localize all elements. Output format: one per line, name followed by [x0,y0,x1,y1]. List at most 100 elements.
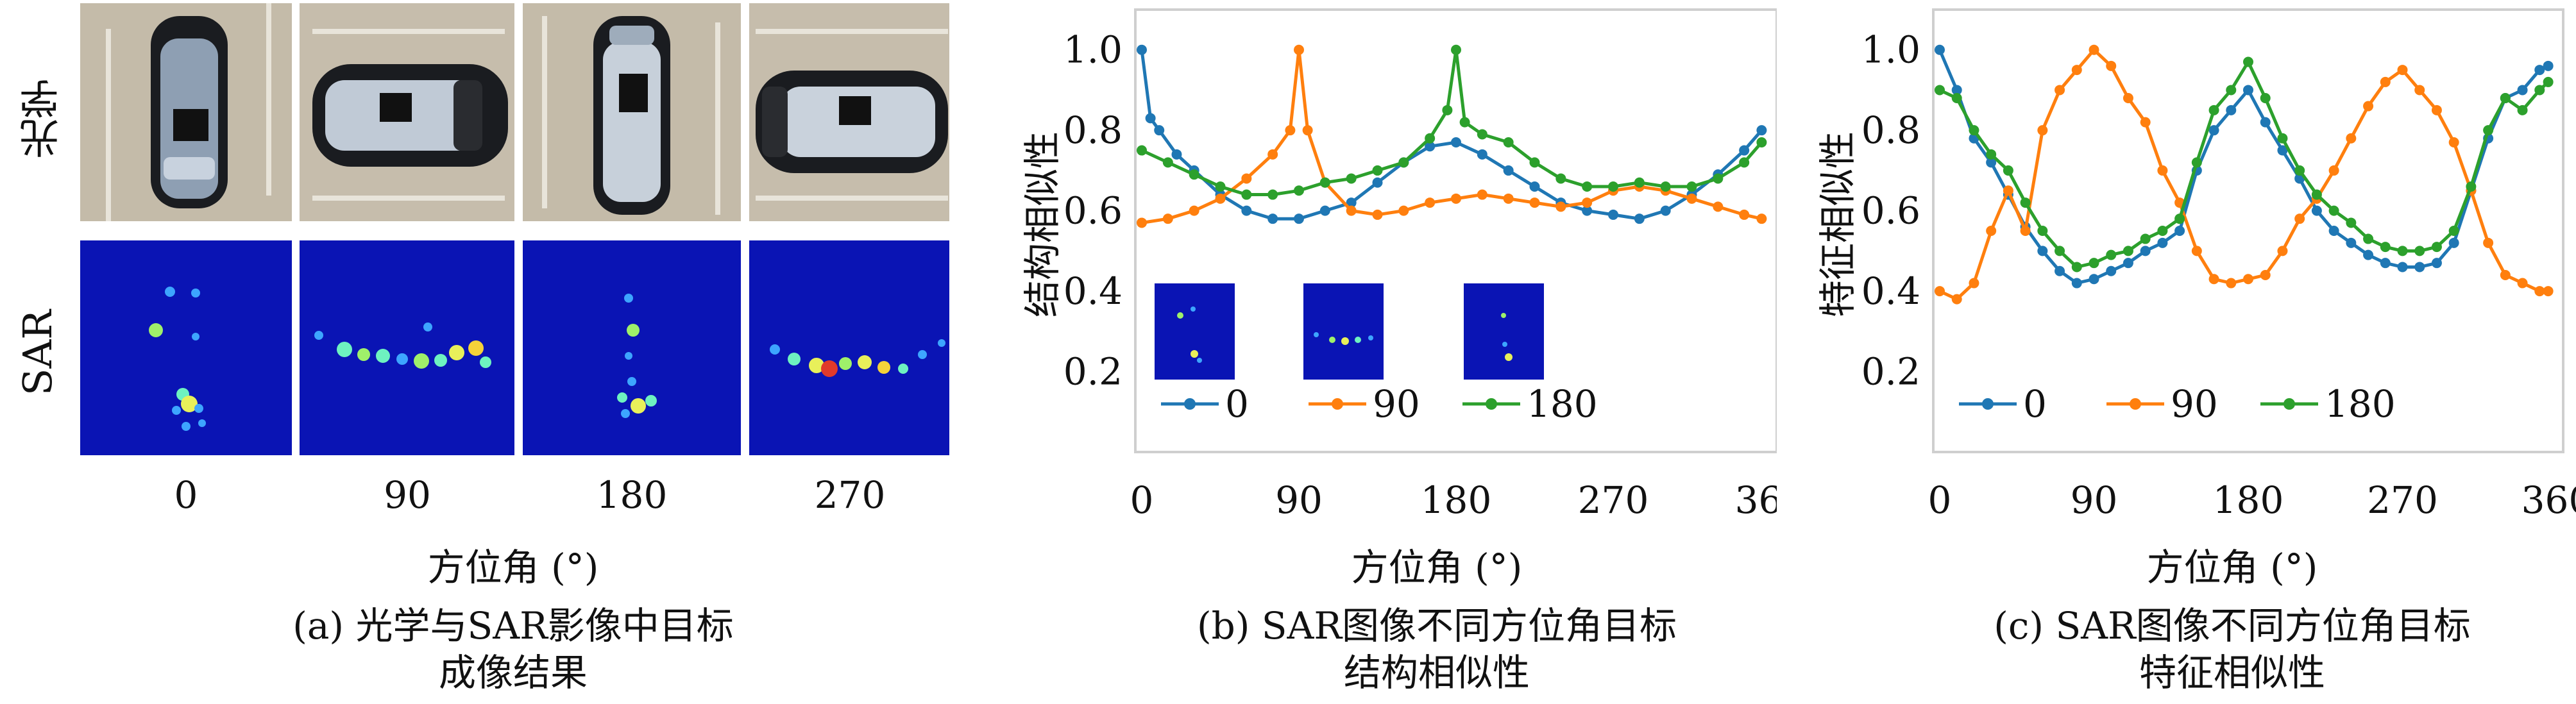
data-point-90 [2106,60,2117,71]
data-point-180 [1713,173,1724,184]
data-point-180 [1686,181,1697,192]
y-tick-label: 1.0 [1063,28,1123,72]
data-point-180 [2328,205,2339,216]
data-point-180 [2414,246,2425,256]
data-point-90 [2483,237,2494,248]
data-point-90 [2089,44,2099,55]
y-tick-label: 0.6 [1861,189,1920,233]
data-point-90 [2431,105,2442,115]
data-point-0 [1451,137,1461,147]
data-point-90 [2346,133,2357,144]
data-point-90 [2260,270,2271,280]
data-point-90 [1425,197,1436,208]
panel-c-xlabel: 方位角 (°) [2146,546,2318,589]
data-point-0 [2174,226,2185,236]
data-point-90 [2517,278,2528,289]
inset-sar-thumbnail [1303,283,1384,380]
data-point-90 [1529,197,1540,208]
data-point-180 [2260,93,2271,103]
inset-scatter-dot [1314,332,1319,337]
data-point-90 [1935,286,1945,297]
sar-image-90 [300,240,514,455]
optical-car-0-graphic [80,3,292,221]
data-point-90 [1969,278,1979,289]
data-point-90 [1294,44,1304,55]
series-0 [1935,44,2554,289]
inset-scatter-dot [1355,337,1361,343]
data-point-180 [1969,125,1979,136]
legend-marker [1332,398,1343,410]
data-point-180 [2517,105,2528,115]
plot-frame [1134,8,1777,453]
data-point-90 [2191,246,2202,256]
panel-b-caption: (b) SAR图像不同方位角目标 结构相似性 [1155,603,1719,696]
inset-scatter-dot [1197,358,1202,363]
optical-car-270-graphic [749,3,949,221]
series-line-0 [1938,49,2549,285]
panel-c-caption: (c) SAR图像不同方位角目标 特征相似性 [1950,603,2514,696]
data-point-90 [1739,209,1750,220]
series-line-90 [1938,48,2548,301]
chart-structural-similarity: 0.2 0.4 0.6 0.8 1.0 0 90 180 270 360 结构相似性 0 90 180 [1021,8,1777,522]
angle-label-90: 90 [384,473,431,517]
data-point-180 [1477,129,1487,140]
sar-scatter-90-graphic [300,240,514,455]
optical-car-90-graphic [300,3,514,221]
data-point-90 [2543,286,2554,297]
data-point-0 [1319,205,1330,216]
data-point-90 [2071,65,2082,76]
data-point-0 [2517,85,2528,96]
data-point-180 [1459,117,1470,128]
y-tick-label: 0.4 [1063,269,1123,313]
legend-marker [1184,398,1196,410]
data-point-180 [1503,137,1514,147]
y-tick-label: 1.0 [1861,28,1920,72]
data-point-0 [2414,262,2425,272]
data-point-0 [2123,258,2133,269]
data-point-0 [1739,145,1750,156]
data-point-90 [2055,85,2065,96]
data-point-0 [2346,237,2357,248]
sar-scatter-270-graphic [749,240,949,455]
legend-marker [1486,398,1497,410]
data-point-180 [1739,157,1750,168]
data-point-0 [1503,165,1514,176]
x-tick-label: 270 [2367,478,2438,522]
data-point-180 [2226,85,2237,96]
data-point-0 [2543,60,2554,71]
data-point-0 [1756,125,1767,136]
x-tick-label: 0 [1928,478,1952,522]
row-label-sar: SAR [14,310,61,396]
inset-sar-thumbnail [1464,283,1544,380]
legend-entry-0: 0 [1161,382,1249,426]
data-point-0 [2157,237,2168,248]
legend-entry-0: 0 [1959,382,2047,426]
data-point-0 [1477,149,1487,160]
legend-label: 90 [2171,382,2218,426]
panel-a-xlabel: 方位角 (°) [427,546,599,589]
data-point-90 [2363,101,2374,112]
data-point-180 [1162,157,1173,168]
panel-a-caption: (a) 光学与SAR影像中目标 成像结果 [225,603,802,696]
data-point-0 [1634,214,1645,224]
data-point-90 [1372,209,1383,220]
data-point-180 [1137,145,1147,156]
legend-label: 0 [1225,382,1249,426]
panel-b-caption-line2: 结构相似性 [1343,650,1530,694]
data-point-90 [1346,205,1357,216]
data-point-180 [1935,85,1945,96]
data-point-0 [1425,141,1436,152]
legend-label: 0 [2023,382,2047,426]
data-point-0 [2328,226,2339,236]
data-point-90 [1503,193,1514,204]
data-point-180 [1346,173,1357,184]
data-point-90 [2157,165,2168,176]
data-point-180 [1241,189,1252,200]
series-90 [1935,44,2554,305]
x-tick-label: 180 [1421,478,1492,522]
legend-label: 180 [2325,382,2396,426]
x-tick-label: 270 [1578,478,1649,522]
data-point-180 [2191,157,2202,168]
data-point-0 [1660,205,1671,216]
x-tick-label: 0 [1130,478,1154,522]
